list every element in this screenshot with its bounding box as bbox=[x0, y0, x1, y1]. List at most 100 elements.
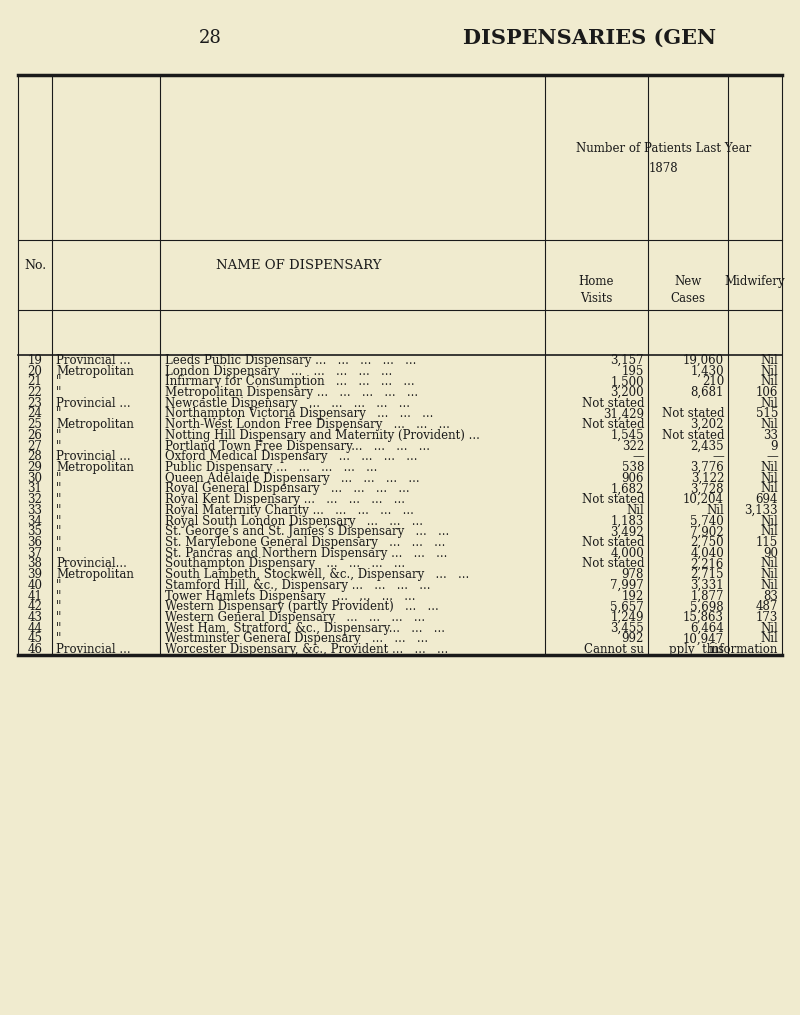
Text: Nil: Nil bbox=[760, 461, 778, 474]
Text: Nil: Nil bbox=[760, 364, 778, 378]
Text: information: information bbox=[709, 644, 778, 656]
Text: —: — bbox=[712, 451, 724, 463]
Text: Westminster General Dispensary   ...   ...   ...: Westminster General Dispensary ... ... .… bbox=[165, 632, 428, 646]
Text: 32: 32 bbox=[27, 493, 42, 506]
Text: 19: 19 bbox=[27, 354, 42, 366]
Text: Tower Hamlets Dispensary   ...   ...   ...   ...: Tower Hamlets Dispensary ... ... ... ... bbox=[165, 590, 415, 603]
Text: 3,122: 3,122 bbox=[690, 472, 724, 485]
Text: 10,204: 10,204 bbox=[683, 493, 724, 506]
Text: Nil: Nil bbox=[760, 397, 778, 410]
Text: Royal General Dispensary   ...   ...   ...   ...: Royal General Dispensary ... ... ... ... bbox=[165, 482, 410, 495]
Text: 9: 9 bbox=[770, 439, 778, 453]
Text: 3,157: 3,157 bbox=[610, 354, 644, 366]
Text: 2,435: 2,435 bbox=[690, 439, 724, 453]
Text: 8,681: 8,681 bbox=[690, 386, 724, 399]
Text: Worcester Dispensary, &c., Provident ...   ...   ...: Worcester Dispensary, &c., Provident ...… bbox=[165, 644, 448, 656]
Text: NAME OF DISPENSARY: NAME OF DISPENSARY bbox=[216, 259, 382, 271]
Text: 44: 44 bbox=[27, 622, 42, 634]
Text: 43: 43 bbox=[27, 611, 42, 624]
Text: Royal Maternity Charity ...   ...   ...   ...   ...: Royal Maternity Charity ... ... ... ... … bbox=[165, 503, 414, 517]
Text: West Ham, Stratford, &c., Dispensary...   ...   ...: West Ham, Stratford, &c., Dispensary... … bbox=[165, 622, 445, 634]
Text: 173: 173 bbox=[756, 611, 778, 624]
Text: 3,331: 3,331 bbox=[690, 579, 724, 592]
Text: Nil: Nil bbox=[760, 526, 778, 538]
Text: 46: 46 bbox=[27, 644, 42, 656]
Text: Metropolitan: Metropolitan bbox=[56, 418, 134, 431]
Text: Not stated: Not stated bbox=[662, 407, 724, 420]
Text: 195: 195 bbox=[622, 364, 644, 378]
Text: 37: 37 bbox=[27, 547, 42, 559]
Text: Not stated: Not stated bbox=[582, 397, 644, 410]
Text: 42: 42 bbox=[27, 600, 42, 613]
Text: Not stated: Not stated bbox=[582, 493, 644, 506]
Text: 33: 33 bbox=[763, 429, 778, 442]
Text: —: — bbox=[766, 451, 778, 463]
Text: New
Cases: New Cases bbox=[670, 275, 706, 304]
Text: St. George’s and St. James’s Dispensary   ...   ...: St. George’s and St. James’s Dispensary … bbox=[165, 526, 450, 538]
Text: —: — bbox=[632, 451, 644, 463]
Text: Cannot su: Cannot su bbox=[584, 644, 644, 656]
Text: 7,997: 7,997 bbox=[610, 579, 644, 592]
Text: 19,060: 19,060 bbox=[683, 354, 724, 366]
Text: ": " bbox=[56, 429, 62, 442]
Text: ": " bbox=[56, 622, 62, 634]
Text: St. Pancras and Northern Dispensary ...   ...   ...: St. Pancras and Northern Dispensary ... … bbox=[165, 547, 447, 559]
Text: ": " bbox=[56, 472, 62, 485]
Text: 21: 21 bbox=[28, 376, 42, 389]
Text: ": " bbox=[56, 493, 62, 506]
Text: 5,698: 5,698 bbox=[690, 600, 724, 613]
Text: 26: 26 bbox=[27, 429, 42, 442]
Text: 5,740: 5,740 bbox=[690, 515, 724, 528]
Text: 34: 34 bbox=[27, 515, 42, 528]
Text: 40: 40 bbox=[27, 579, 42, 592]
Text: Leeds Public Dispensary ...   ...   ...   ...   ...: Leeds Public Dispensary ... ... ... ... … bbox=[165, 354, 416, 366]
Text: 3,133: 3,133 bbox=[744, 503, 778, 517]
Text: Southampton Dispensary   ...   ...   ...   ...: Southampton Dispensary ... ... ... ... bbox=[165, 557, 405, 570]
Text: 3,728: 3,728 bbox=[690, 482, 724, 495]
Text: 3,202: 3,202 bbox=[690, 418, 724, 431]
Text: 28: 28 bbox=[198, 29, 222, 47]
Text: 35: 35 bbox=[27, 526, 42, 538]
Text: ": " bbox=[56, 376, 62, 389]
Text: 24: 24 bbox=[27, 407, 42, 420]
Text: Number of Patients Last Year: Number of Patients Last Year bbox=[576, 141, 751, 154]
Text: 210: 210 bbox=[702, 376, 724, 389]
Text: Midwifery: Midwifery bbox=[725, 275, 786, 288]
Text: 2,750: 2,750 bbox=[690, 536, 724, 549]
Text: ": " bbox=[56, 407, 62, 420]
Text: 1,682: 1,682 bbox=[610, 482, 644, 495]
Text: 39: 39 bbox=[27, 568, 42, 582]
Text: Nil: Nil bbox=[760, 557, 778, 570]
Text: Public Dispensary ...   ...   ...   ...   ...: Public Dispensary ... ... ... ... ... bbox=[165, 461, 378, 474]
Text: Home
Visits: Home Visits bbox=[578, 275, 614, 304]
Text: 322: 322 bbox=[622, 439, 644, 453]
Text: 4,000: 4,000 bbox=[610, 547, 644, 559]
Text: ": " bbox=[56, 482, 62, 495]
Text: ": " bbox=[56, 439, 62, 453]
Text: Not stated: Not stated bbox=[582, 418, 644, 431]
Text: ": " bbox=[56, 536, 62, 549]
Text: Not stated: Not stated bbox=[662, 429, 724, 442]
Text: 978: 978 bbox=[622, 568, 644, 582]
Text: ": " bbox=[56, 386, 62, 399]
Text: Royal South London Dispensary   ...   ...   ...: Royal South London Dispensary ... ... ..… bbox=[165, 515, 423, 528]
Text: 41: 41 bbox=[27, 590, 42, 603]
Text: 28: 28 bbox=[28, 451, 42, 463]
Text: Metropolitan: Metropolitan bbox=[56, 461, 134, 474]
Text: 538: 538 bbox=[622, 461, 644, 474]
Text: Nil: Nil bbox=[760, 515, 778, 528]
Text: Western Dispensary (partly Provident)   ...   ...: Western Dispensary (partly Provident) ..… bbox=[165, 600, 438, 613]
Text: South Lambeth, Stockwell, &c., Dispensary   ...   ...: South Lambeth, Stockwell, &c., Dispensar… bbox=[165, 568, 470, 582]
Text: Provincial...: Provincial... bbox=[56, 557, 127, 570]
Text: 7,902: 7,902 bbox=[690, 526, 724, 538]
Text: No.: No. bbox=[24, 259, 46, 271]
Text: 6,464: 6,464 bbox=[690, 622, 724, 634]
Text: 3,776: 3,776 bbox=[690, 461, 724, 474]
Text: 20: 20 bbox=[27, 364, 42, 378]
Text: 1,500: 1,500 bbox=[610, 376, 644, 389]
Text: 90: 90 bbox=[763, 547, 778, 559]
Text: Queen Adelaide Dispensary   ...   ...   ...   ...: Queen Adelaide Dispensary ... ... ... ..… bbox=[165, 472, 420, 485]
Text: 45: 45 bbox=[27, 632, 42, 646]
Text: Provincial ...: Provincial ... bbox=[56, 354, 130, 366]
Text: Nil: Nil bbox=[760, 482, 778, 495]
